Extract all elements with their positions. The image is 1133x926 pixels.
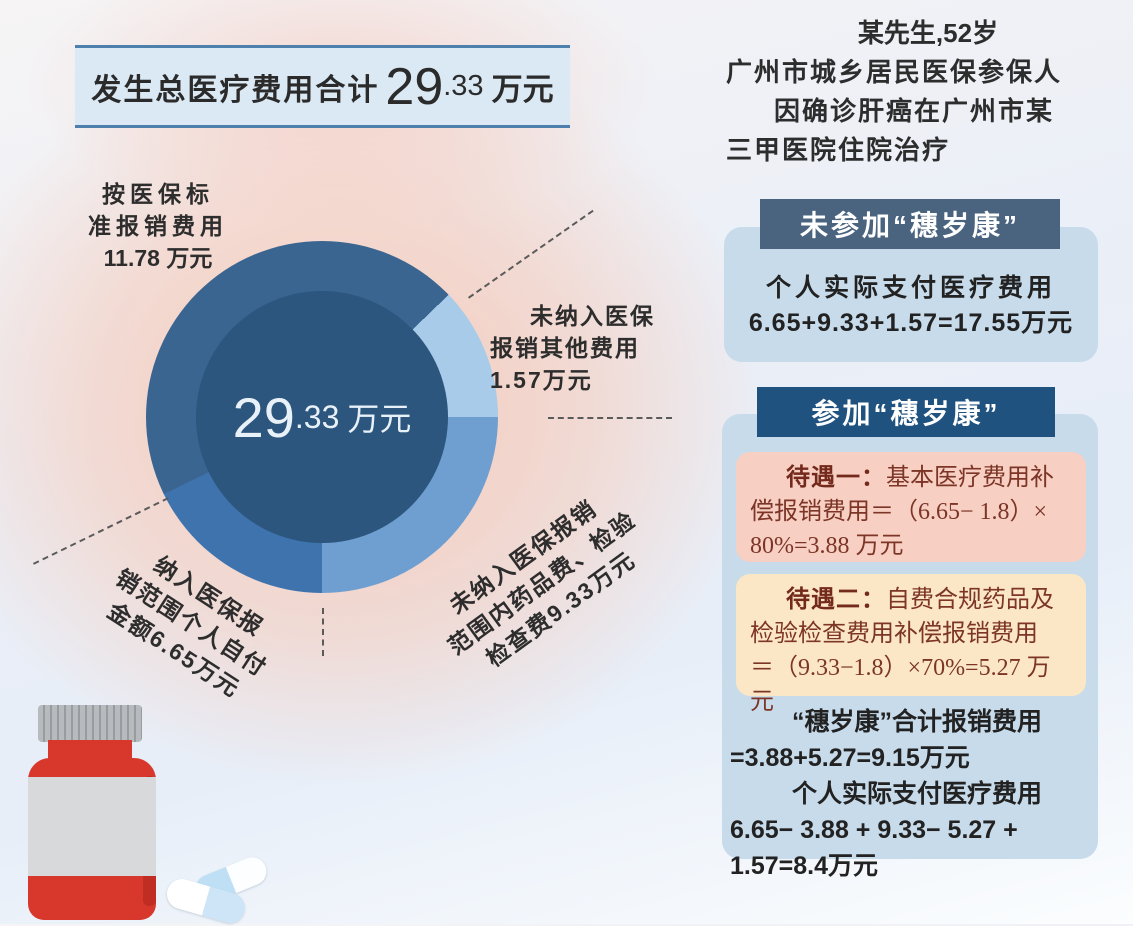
without-plan-line2: 6.65+9.33+1.57=17.55万元 <box>748 309 1074 337</box>
total-cost-amount-dec: .33 <box>443 70 484 102</box>
benefit2-box: 待遇二：自费合规药品及 检验检查费用补偿报销费用 ＝（9.33−1.8）×70%… <box>736 574 1086 715</box>
total-cost-unit: 万元 <box>491 72 554 107</box>
benefit1-box: 待遇一：基本医疗费用补 偿报销费用＝（6.65− 1.8）× 80%=3.88 … <box>736 452 1086 562</box>
total-cost-amount-int: 29 <box>385 57 444 116</box>
without-plan-line1: 个人实际支付医疗费用 <box>765 274 1056 302</box>
center-amount-dec: .33 <box>294 398 340 435</box>
total-cost-label: 发生总医疗费用合计 <box>91 73 380 107</box>
bottle-cap-icon <box>38 705 142 742</box>
donut-chart-center: 29.33 万元 <box>196 291 448 543</box>
patient-intro: 某先生,52岁 广州市城乡居民医保参保人 因确诊肝癌在广州市某 三甲医院住院治疗 <box>726 14 1130 170</box>
bottle-label <box>28 777 156 876</box>
panel-header-without-plan: 未参加“穗岁康” <box>760 199 1060 249</box>
total-cost-title-box: 发生总医疗费用合计 29.33 万元 <box>75 45 570 128</box>
with-plan-summary: “穗岁康”合计报销费用 =3.88+5.27=9.15万元 个人实际支付医疗费用… <box>730 708 1043 880</box>
leader-line-right <box>548 417 672 419</box>
panel-box-without-plan <box>724 227 1098 362</box>
center-amount-unit: 万元 <box>347 401 412 437</box>
panel-header-with-plan: 参加“穗岁康” <box>757 387 1055 437</box>
patient-diagnosis-2: 三甲医院住院治疗 <box>726 135 951 165</box>
segment-label-reimbursed: 按医保标 准报销费用 11.78 万元 <box>88 181 228 271</box>
patient-diagnosis-1: 因确诊肝癌在广州市某 <box>774 96 1055 126</box>
benefit2-label: 待遇二： <box>786 587 886 613</box>
patient-insurance-type: 广州市城乡居民医保参保人 <box>726 57 1063 87</box>
benefit1-label: 待遇一： <box>786 465 886 491</box>
center-amount-int: 29 <box>232 385 295 449</box>
segment-label-other-fees: 未纳入医保 报销其他费用 1.57万元 <box>490 303 655 393</box>
medicine-bottle-illustration <box>18 698 278 926</box>
patient-name-age: 某先生,52岁 <box>857 18 999 48</box>
leader-line-bottom <box>322 608 324 656</box>
